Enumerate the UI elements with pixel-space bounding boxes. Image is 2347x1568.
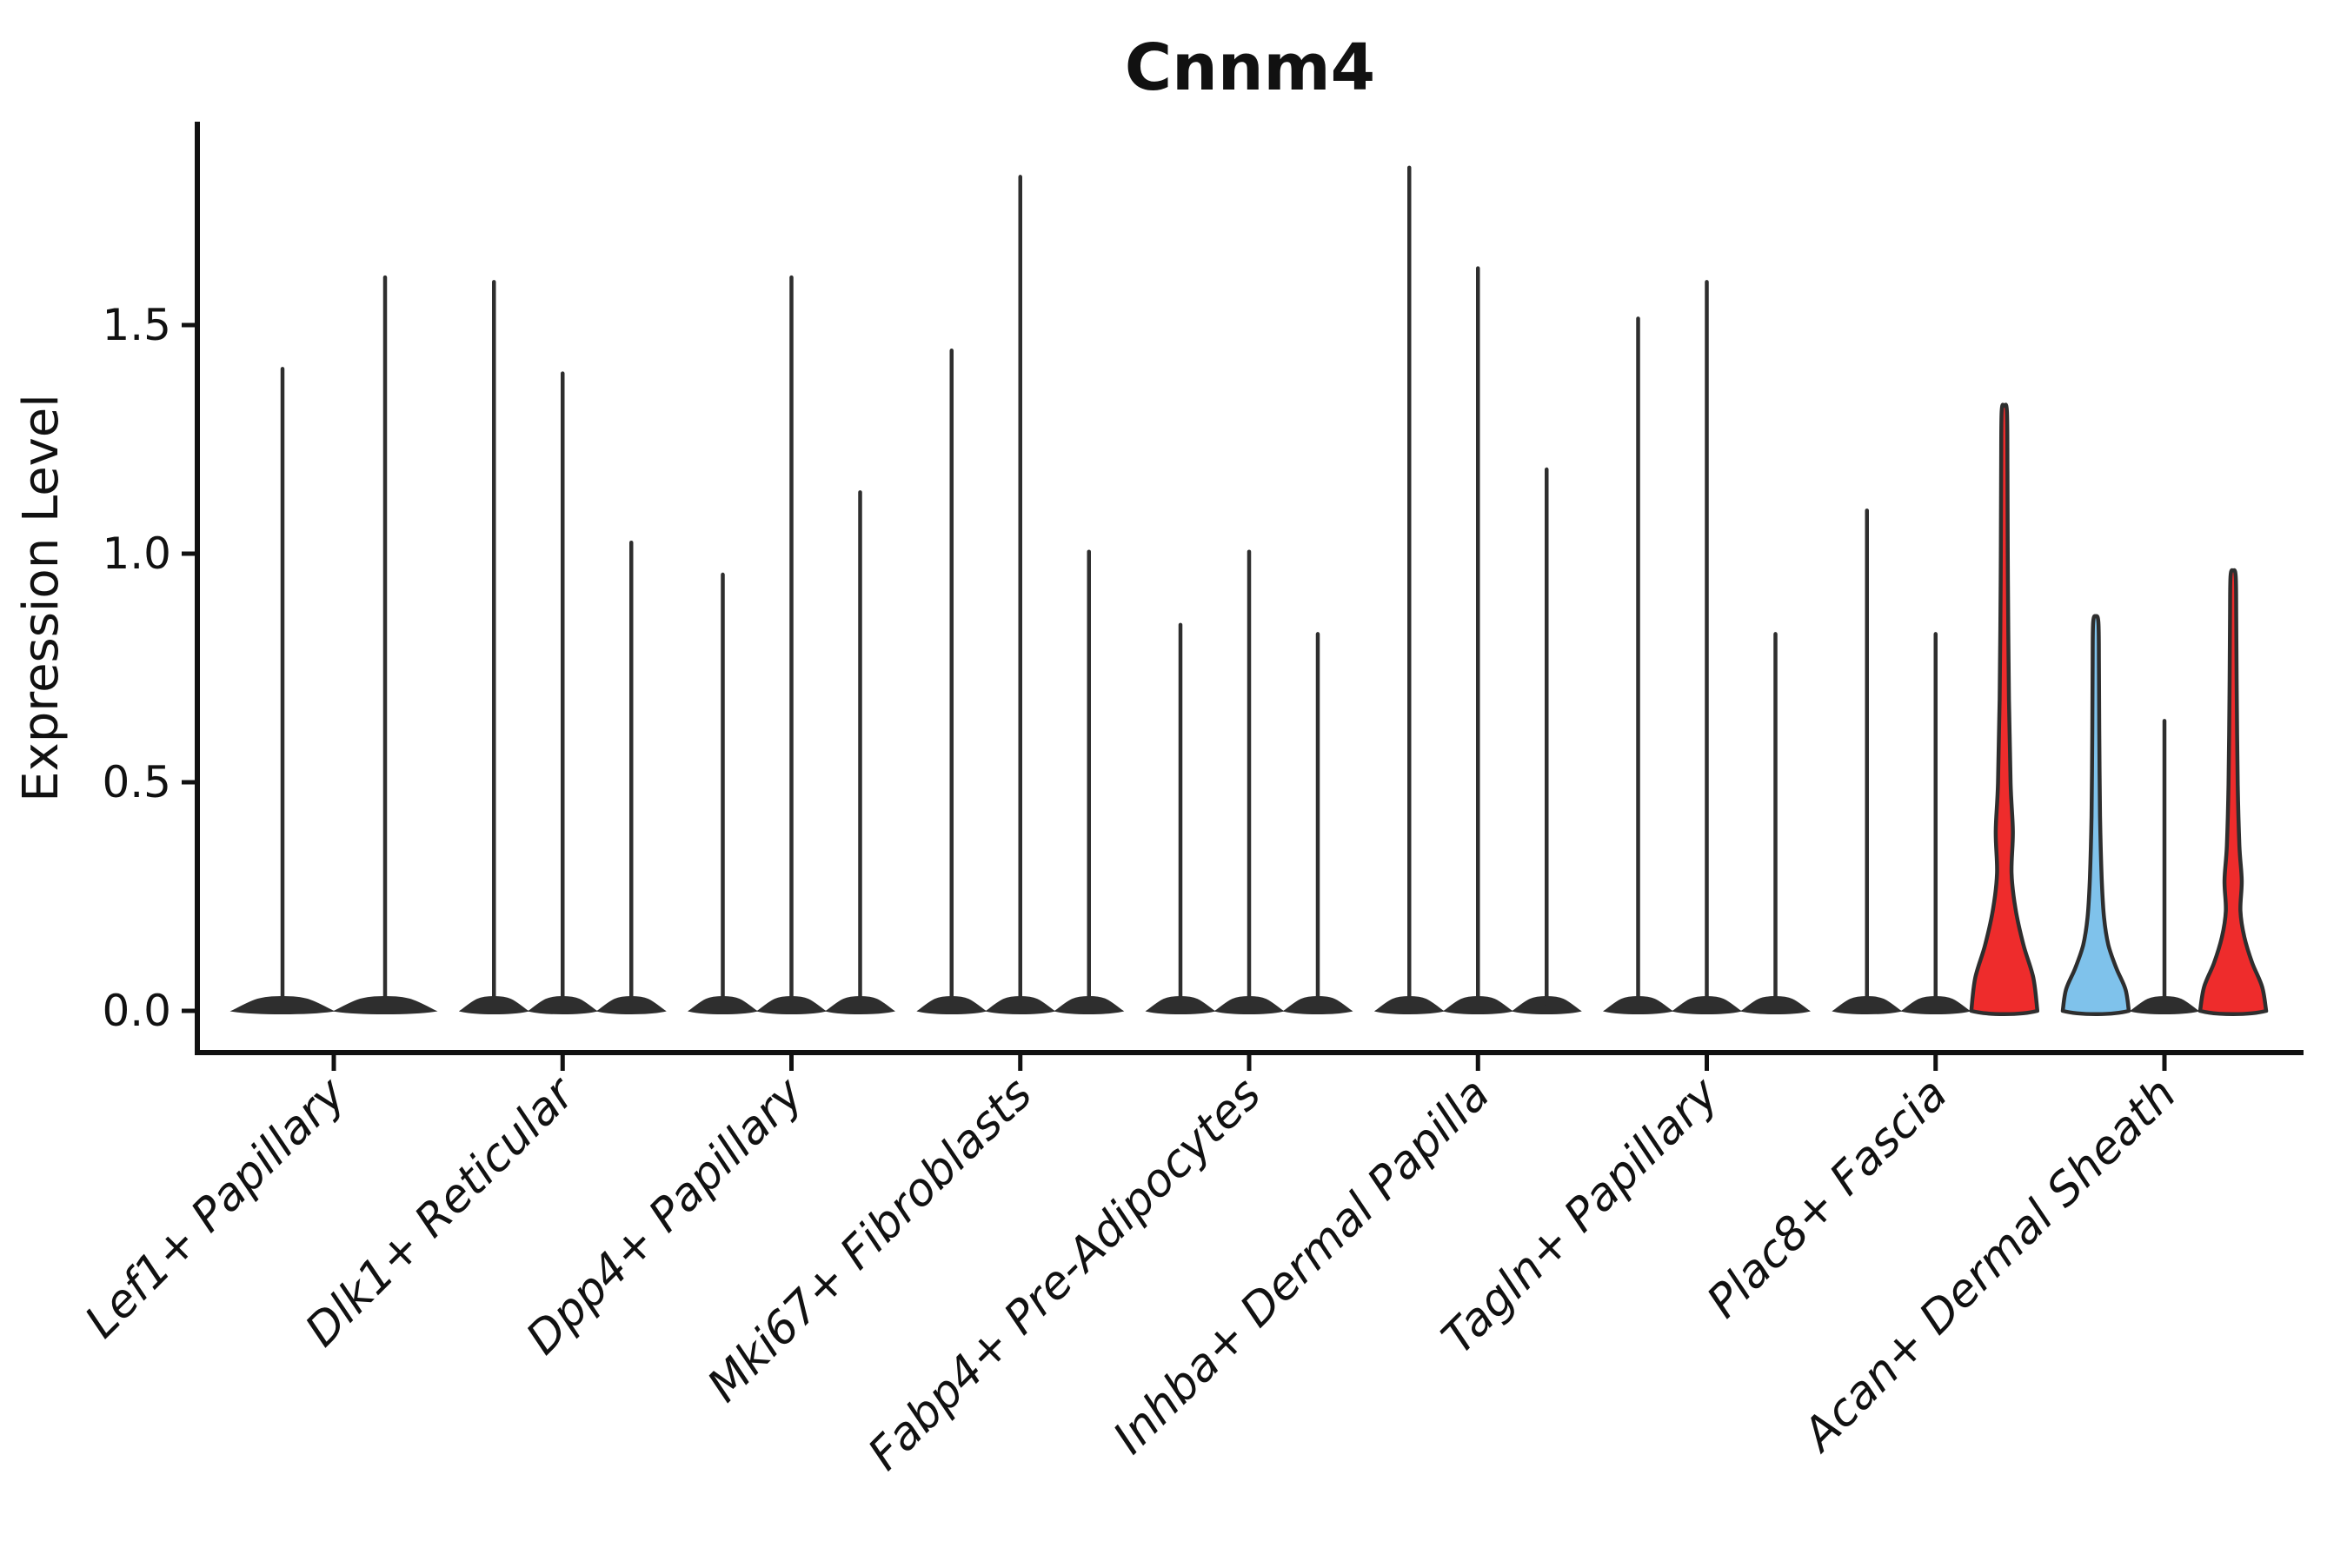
y-tick-label: 1.0 (102, 528, 171, 579)
violin-blue (2060, 614, 2131, 1016)
x-tick-label: Fabp4+ Pre-Adipocytes (859, 1068, 1272, 1481)
violin-series (229, 165, 2269, 1016)
x-tick-label: Plac8+ Fascia (1698, 1068, 1958, 1328)
y-axis-label: Expression Level (13, 394, 70, 802)
x-tick-label: Inhba+ Dermal Papilla (1104, 1068, 1500, 1465)
y-tick-label: 0.5 (102, 757, 171, 807)
x-tick-label: Acan+ Dermal Sheath (1792, 1068, 2186, 1463)
y-tick-label: 0.0 (102, 986, 171, 1036)
y-tick-label: 1.5 (102, 300, 171, 350)
violin-red (1969, 402, 2040, 1016)
axes: 0.0 0.5 1.0 1.5 (102, 122, 2304, 1055)
chart-title: Cnnm4 (1125, 30, 1375, 105)
violin-red (2197, 568, 2269, 1016)
